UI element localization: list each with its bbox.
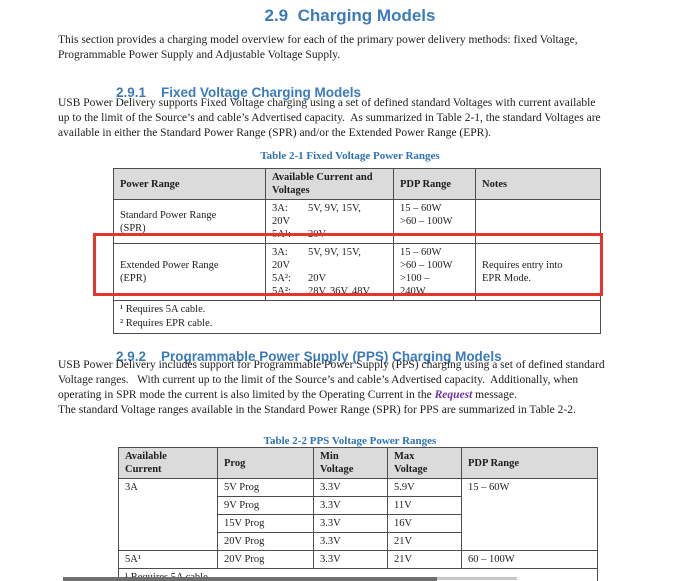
cell-max: 11V	[387, 496, 462, 515]
section-number: 2.9.1	[116, 85, 147, 100]
table2-header-row: Available Current Prog Min Voltage Max V…	[118, 447, 598, 479]
cell-current-3a: 3A	[118, 478, 218, 551]
request-message-emphasis: Request	[434, 389, 473, 401]
cell-max: 16V	[387, 514, 462, 533]
section-title: Fixed Voltage Charging Models	[161, 85, 362, 100]
paragraph-line: Programmable Power Supply and Adjustable…	[58, 49, 341, 61]
table2-header-current: Available Current	[118, 447, 218, 479]
cell-prog: 9V Prog	[217, 496, 314, 515]
paragraph-line: up to the limit of the Source’s and cabl…	[58, 112, 601, 124]
section-heading-292: 2.9.2 Programmable Power Supply (PPS) Cha…	[101, 334, 502, 379]
section-292-paragraph: USB Power Delivery includes support for …	[58, 358, 605, 403]
table2-row: 3A 5V Prog 3.3V 5.9V 15 – 60W	[118, 478, 598, 551]
cell-min: 3.3V	[313, 496, 388, 515]
page-title: 2.9 Charging Models	[264, 6, 436, 25]
table2-caption: Table 2-2 PPS Voltage Power Ranges	[263, 435, 437, 447]
cell-prog: 15V Prog	[217, 514, 314, 533]
cell-prog: 20V Prog	[217, 550, 314, 569]
intro-paragraph: This section provides a charging model o…	[58, 33, 578, 63]
table1-row-spr: Standard Power Range (SPR) 3A: 5V, 9V, 15…	[113, 199, 601, 244]
cell-max: 21V	[387, 550, 462, 569]
table1-header-row: Power Range Available Current and Voltag…	[113, 168, 601, 200]
paragraph-line: Voltage ranges. With current up to the l…	[58, 374, 579, 386]
paragraph-line: The standard Voltage ranges available in…	[58, 404, 576, 416]
current-group: 5A²: 28V, 36V, 48V	[272, 286, 371, 297]
section-number: 2.9.2	[116, 349, 147, 364]
section-292-paragraph-2: The standard Voltage ranges available in…	[58, 403, 576, 418]
spr-pdp-cell: 15 – 60W >60 – 100W	[393, 199, 476, 244]
spr-power-range-cell: Standard Power Range (SPR)	[113, 199, 266, 244]
highlight-annotation-box	[93, 233, 603, 296]
current-group: 3A: 5V, 9V, 15V, 20V	[272, 203, 361, 227]
section-heading-291: 2.9.1 Fixed Voltage Charging Models	[101, 70, 361, 115]
paragraph-line: USB Power Delivery includes support for …	[58, 359, 605, 371]
section-title: Programmable Power Supply (PPS) Charging…	[161, 349, 502, 364]
paragraph-line: operating in SPR mode the current is als…	[58, 389, 517, 401]
table1-row-epr: Extended Power Range (EPR) 3A: 5V, 9V, 15…	[113, 243, 601, 301]
bottom-edge-artifact-light	[437, 577, 517, 580]
cell-max: 5.9V	[387, 478, 462, 497]
footnote: ¹ Requires 5A cable.	[120, 304, 206, 315]
table2-row-5a: 5A¹ 20V Prog 3.3V 21V 60 – 100W	[118, 550, 598, 569]
cell-current-5a: 5A¹	[118, 550, 218, 569]
cell-min: 3.3V	[313, 514, 388, 533]
bottom-edge-artifact	[63, 577, 437, 581]
epr-notes-cell: Requires entry into EPR Mode.	[475, 243, 601, 301]
cell-pdp: 15 – 60W	[461, 478, 598, 551]
table2-header-pdp: PDP Range	[461, 447, 598, 479]
table1-header-pdp: PDP Range	[393, 168, 476, 200]
cell-min: 3.3V	[313, 532, 388, 551]
cell-prog: 5V Prog	[217, 478, 314, 497]
epr-pdp-cell: 15 – 60W >60 – 100W >100 – 240W	[393, 243, 476, 301]
table2-header-min: Min Voltage	[313, 447, 388, 479]
fixed-voltage-table: Power Range Available Current and Voltag…	[113, 168, 601, 334]
table2-header-prog: Prog	[217, 447, 314, 479]
current-group: 3A: 5V, 9V, 15V, 20V	[272, 247, 361, 271]
table1-header-notes: Notes	[475, 168, 601, 200]
pps-voltage-table: Available Current Prog Min Voltage Max V…	[118, 447, 598, 581]
table1-footnotes-cell: ¹ Requires 5A cable. ² Requires EPR cabl…	[113, 300, 601, 334]
table1-header-available: Available Current and Voltages	[265, 168, 394, 200]
table2-header-max: Max Voltage	[387, 447, 462, 479]
table1-footnote-row: ¹ Requires 5A cable. ² Requires EPR cabl…	[113, 300, 601, 334]
epr-current-voltages-cell: 3A: 5V, 9V, 15V, 20V 5A²: 20V 5A²: 28V, 36V…	[265, 243, 394, 301]
paragraph-line: available in either the Standard Power R…	[58, 127, 492, 139]
cell-prog: 20V Prog	[217, 532, 314, 551]
table1-caption: Table 2-1 Fixed Voltage Power Ranges	[260, 150, 440, 162]
footnote: ² Requires EPR cable.	[120, 318, 213, 329]
cell-min: 3.3V	[313, 478, 388, 497]
paragraph-line: This section provides a charging model o…	[58, 34, 578, 46]
paragraph-line: USB Power Delivery supports Fixed Voltag…	[58, 97, 596, 109]
cell-max: 21V	[387, 532, 462, 551]
cell-pdp: 60 – 100W	[461, 550, 598, 569]
table1-header-power-range: Power Range	[113, 168, 266, 200]
cell-min: 3.3V	[313, 550, 388, 569]
section-291-paragraph: USB Power Delivery supports Fixed Voltag…	[58, 96, 601, 141]
current-group: 5A²: 20V	[272, 273, 327, 284]
